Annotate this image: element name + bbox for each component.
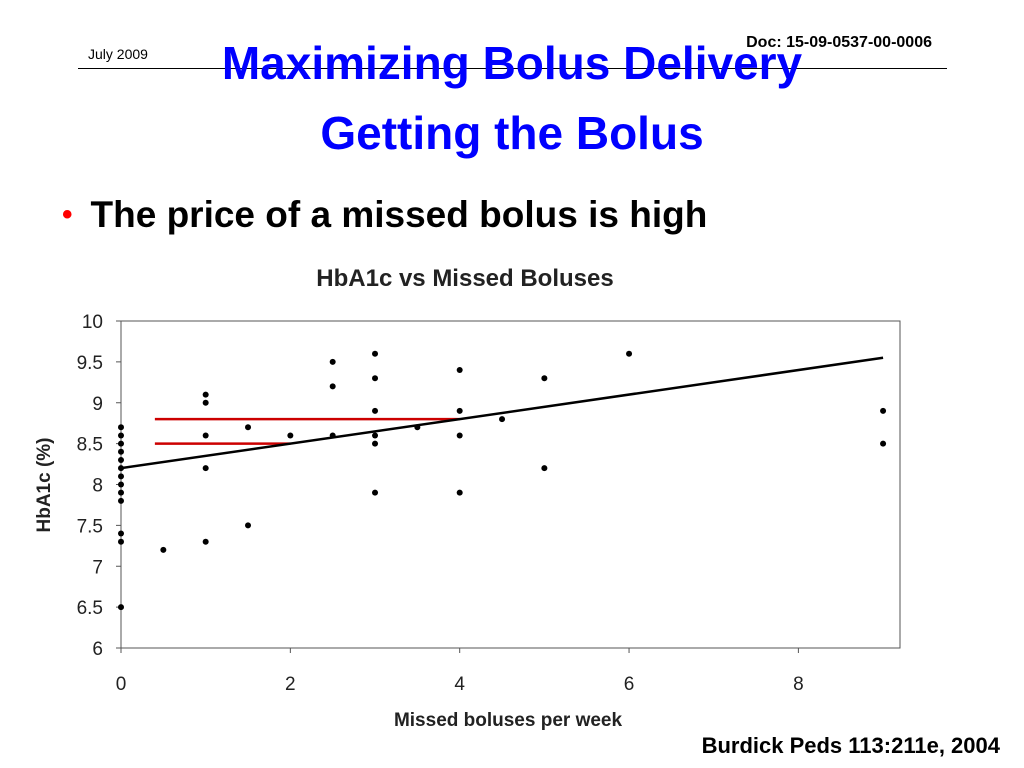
y-tick-label: 10 bbox=[82, 312, 103, 333]
data-point bbox=[118, 497, 124, 504]
x-axis-label: Missed boluses per week bbox=[394, 710, 623, 730]
data-point bbox=[372, 432, 379, 439]
data-point bbox=[118, 424, 124, 431]
data-point bbox=[880, 440, 887, 447]
data-point bbox=[287, 432, 294, 439]
header-divider bbox=[78, 68, 947, 69]
data-point bbox=[372, 440, 379, 447]
y-tick-label: 8.5 bbox=[77, 435, 103, 456]
data-point bbox=[118, 465, 124, 472]
data-point bbox=[456, 367, 463, 374]
data-point bbox=[499, 416, 506, 423]
data-point bbox=[329, 432, 336, 439]
y-tick-label: 7 bbox=[92, 557, 103, 578]
y-axis-ticks: 6 6.5 7 7.5 8 8.5 9 9.5 10 bbox=[77, 312, 121, 660]
data-point bbox=[118, 481, 124, 488]
data-point bbox=[118, 473, 124, 480]
plot-frame bbox=[120, 320, 901, 649]
data-point bbox=[329, 358, 336, 365]
data-points bbox=[118, 350, 887, 611]
data-point bbox=[160, 546, 167, 553]
data-point bbox=[202, 432, 209, 439]
data-point bbox=[118, 456, 124, 463]
y-tick-label: 8 bbox=[92, 476, 103, 497]
data-point bbox=[372, 350, 379, 357]
data-point bbox=[626, 350, 633, 357]
slide-date: July 2009 bbox=[88, 46, 148, 62]
document-id: Doc: 15-09-0537-00-0006 bbox=[746, 34, 932, 51]
data-point bbox=[245, 424, 252, 431]
chart-title: HbA1c vs Missed Boluses bbox=[316, 265, 613, 292]
hba1c-scatter-chart: HbA1c vs Missed Boluses 6 6.5 7 7.5 8 8.5 9 9.5… bbox=[34, 265, 901, 730]
data-point bbox=[202, 399, 209, 406]
trend-line bbox=[120, 356, 884, 470]
x-tick-label: 6 bbox=[624, 674, 635, 695]
data-point bbox=[541, 465, 548, 472]
slide-subtitle: Getting the Bolus bbox=[320, 107, 704, 159]
data-point bbox=[372, 489, 379, 496]
x-tick-label: 2 bbox=[285, 674, 296, 695]
y-axis-label: HbA1c (%) bbox=[34, 437, 55, 532]
data-point bbox=[456, 489, 463, 496]
bullet-text: The price of a missed bolus is high bbox=[90, 194, 708, 235]
x-axis-ticks: 0 2 4 6 8 bbox=[116, 648, 804, 695]
y-tick-label: 7.5 bbox=[77, 516, 103, 537]
data-point bbox=[541, 375, 548, 382]
data-point bbox=[118, 432, 124, 439]
bullet-item: • The price of a missed bolus is high bbox=[62, 194, 707, 236]
y-tick-label: 6.5 bbox=[77, 598, 103, 619]
citation: Burdick Peds 113:211e, 2004 bbox=[701, 733, 1000, 758]
data-point bbox=[202, 391, 209, 398]
data-point bbox=[118, 489, 124, 496]
slide-title: Maximizing Bolus Delivery bbox=[221, 37, 803, 89]
data-point bbox=[118, 448, 124, 455]
y-tick-label: 9.5 bbox=[77, 353, 103, 374]
highlight-lines bbox=[154, 417, 460, 445]
data-point bbox=[372, 375, 379, 382]
y-tick-label: 9 bbox=[92, 394, 103, 415]
data-point bbox=[372, 407, 379, 414]
data-point bbox=[456, 432, 463, 439]
data-point bbox=[329, 383, 336, 390]
data-point bbox=[202, 538, 209, 545]
data-point bbox=[118, 440, 124, 447]
data-point bbox=[456, 407, 463, 414]
data-point bbox=[118, 604, 124, 611]
data-point bbox=[880, 407, 887, 414]
x-tick-label: 8 bbox=[793, 674, 804, 695]
x-tick-label: 4 bbox=[454, 674, 465, 695]
data-point bbox=[118, 530, 124, 537]
data-point bbox=[202, 465, 209, 472]
bullet-marker-icon: • bbox=[62, 198, 73, 231]
data-point bbox=[245, 522, 252, 529]
x-tick-label: 0 bbox=[116, 674, 127, 695]
data-point bbox=[414, 424, 421, 431]
data-point bbox=[118, 538, 124, 545]
y-tick-label: 6 bbox=[92, 639, 103, 660]
